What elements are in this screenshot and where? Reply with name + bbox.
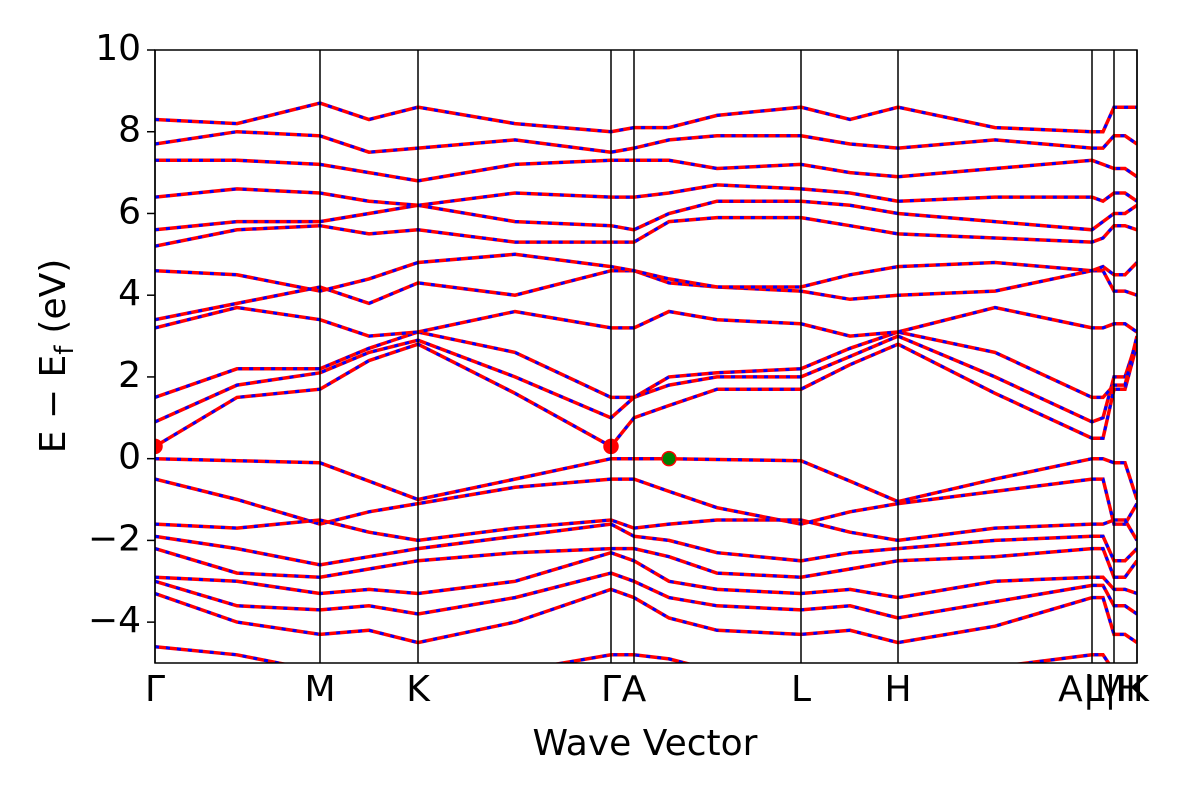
band-line-dashed: [155, 216, 1137, 248]
band-line-dashed: [155, 252, 1137, 293]
band-line: [155, 571, 1137, 620]
x-tick-label: K: [406, 669, 431, 710]
band-line: [155, 158, 1137, 183]
band-line: [155, 456, 1137, 504]
plot-area: [155, 101, 1137, 663]
band-line-dashed: [155, 334, 1137, 424]
band-line: [155, 183, 1137, 208]
band-line: [155, 587, 1137, 645]
x-tick-label: L|H: [1084, 669, 1143, 710]
band-line: [155, 518, 1137, 543]
band-line: [155, 129, 1137, 154]
band-line-dashed: [155, 269, 1137, 322]
band-line-dashed: [155, 342, 1137, 449]
y-axis-label: E − Ef (eV): [33, 259, 80, 454]
band-line-dashed: [155, 522, 1137, 567]
band-line: [155, 330, 1137, 400]
band-line: [155, 342, 1137, 449]
y-tick-label: 2: [118, 355, 141, 396]
band-line-dashed: [155, 587, 1137, 645]
x-tick-label: A|M: [1058, 669, 1126, 710]
y-tick-label: 0: [118, 437, 141, 478]
band-line-dashed: [155, 457, 1137, 504]
band-line-dashed: [155, 101, 1137, 134]
extremum-point: [661, 450, 677, 467]
band-line: [155, 268, 1137, 322]
band-line: [155, 477, 1137, 526]
plot-frame: [154, 49, 1138, 664]
band-line-dashed: [155, 547, 1137, 579]
y-tick-label: −2: [88, 518, 141, 559]
band-line: [155, 644, 1111, 663]
y-tick-label: 4: [118, 273, 141, 314]
x-tick-label: H: [884, 669, 911, 710]
x-tick-label: Γ: [145, 669, 165, 710]
band-line-dashed: [155, 477, 1137, 526]
band-line-dashed: [155, 330, 1137, 399]
y-label-unit: (eV): [33, 259, 74, 334]
extremum-point: [155, 438, 163, 455]
y-label-sub: f: [50, 345, 80, 355]
x-tick-label: M: [304, 669, 335, 710]
band-line-dashed: [155, 199, 1137, 232]
x-tick-label: L: [791, 669, 811, 710]
y-label-main: E − E: [33, 355, 74, 454]
band-line-dashed: [155, 551, 1137, 600]
y-tick-label: 6: [118, 191, 141, 232]
band-line-dashed: [155, 305, 1137, 338]
x-tick-label: A: [622, 669, 647, 710]
x-tick-label: K: [1125, 669, 1150, 710]
band-line: [155, 334, 1137, 424]
band-line-dashed: [155, 571, 1137, 620]
y-tick-label: 10: [95, 28, 141, 69]
x-axis-label: Wave Vector: [533, 723, 758, 764]
x-tick-label: Γ: [601, 669, 621, 710]
y-tick-label: −4: [88, 600, 141, 641]
y-tick-label: 8: [118, 110, 141, 151]
band-line: [155, 305, 1137, 338]
